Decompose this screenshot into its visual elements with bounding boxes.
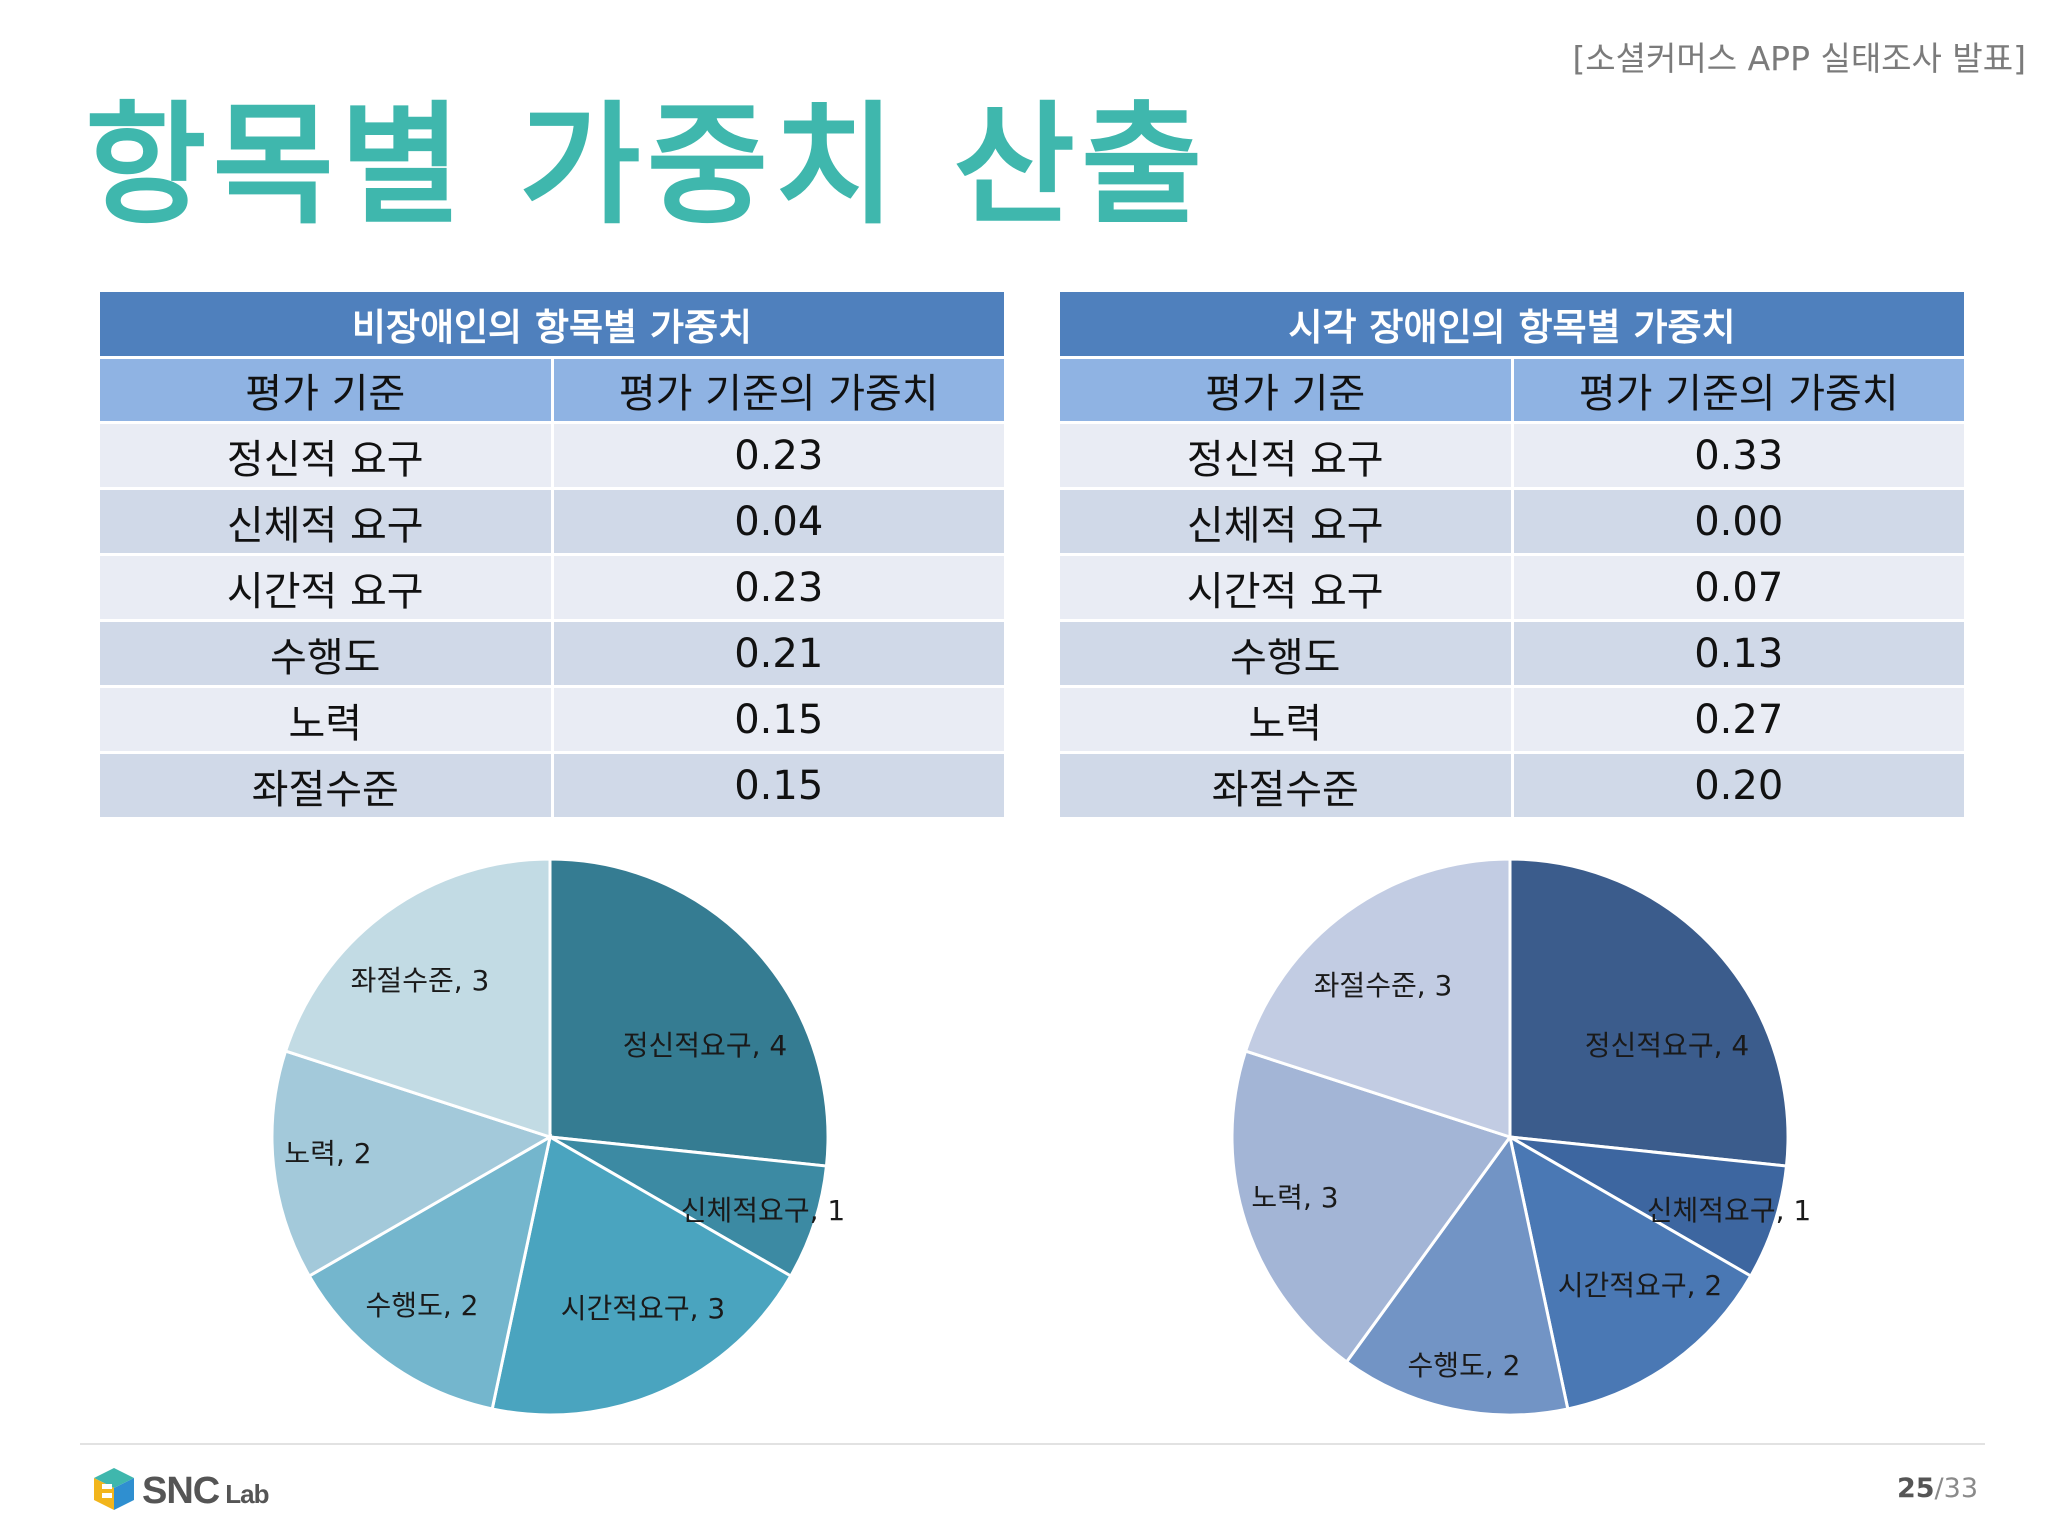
table-row: 수행도 0.21	[97, 619, 1007, 688]
criterion-cell: 시간적 요구	[97, 553, 554, 622]
table-row: 신체적 요구 0.04	[97, 487, 1007, 556]
footer-divider	[80, 1443, 1985, 1445]
pie-slice-1	[1508, 857, 1790, 1168]
table-row: 정신적 요구 0.33	[1057, 421, 1967, 490]
page-number: 25/33	[1897, 1473, 1978, 1504]
pie-data-label: 노력, 3	[1251, 1181, 1338, 1214]
column-header-criterion: 평가 기준	[97, 356, 554, 424]
weight-cell: 0.13	[1510, 619, 1967, 688]
pie-slice-5	[270, 1049, 554, 1279]
pie-data-label: 정신적요구, 4	[623, 1029, 787, 1062]
weight-cell: 0.20	[1510, 751, 1967, 820]
table-row: 정신적 요구 0.23	[97, 421, 1007, 490]
table-row: 노력 0.27	[1057, 685, 1967, 754]
pie-slice-5	[1230, 1049, 1513, 1365]
page-total: /33	[1934, 1473, 1978, 1504]
criterion-cell: 수행도	[1057, 619, 1514, 688]
pie-data-label: 노력, 2	[284, 1137, 371, 1170]
weight-cell: 0.15	[550, 685, 1007, 754]
visually-impaired-pie-chart: 정신적요구, 4 신체적요구, 1 시간적요구, 2 수행도, 2 노력, 3 좌절수준,…	[1230, 857, 1811, 1417]
column-header-criterion: 평가 기준	[1057, 356, 1514, 424]
table-row: 좌절수준 0.20	[1057, 751, 1967, 820]
logo-wordmark: SNC Lab	[142, 1470, 269, 1513]
criterion-cell: 신체적 요구	[97, 487, 554, 556]
table-caption: 비장애인의 항목별 가중치	[97, 289, 1007, 359]
table-row: 좌절수준 0.15	[97, 751, 1007, 820]
criterion-cell: 노력	[97, 685, 554, 754]
criterion-cell: 좌절수준	[1057, 751, 1514, 820]
criterion-cell: 좌절수준	[97, 751, 554, 820]
criterion-cell: 신체적 요구	[1057, 487, 1514, 556]
weight-cell: 0.00	[1510, 487, 1967, 556]
pie-data-label: 시간적요구, 3	[561, 1292, 725, 1325]
pie-slice-3	[490, 1134, 793, 1417]
table-row: 노력 0.15	[97, 685, 1007, 754]
weight-cell: 0.21	[550, 619, 1007, 688]
pie-slice-4	[307, 1134, 553, 1411]
page-current: 25	[1896, 1473, 1935, 1504]
pie-slice-3	[1507, 1134, 1753, 1411]
pie-data-label: 정신적요구, 4	[1585, 1029, 1749, 1062]
non-disabled-pie-chart: 정신적요구, 4 신체적요구, 1 시간적요구, 3 수행도, 2 노력, 2 좌절수준,…	[270, 857, 845, 1417]
pie-slice-4	[1344, 1133, 1570, 1417]
pie-data-label: 좌절수준, 3	[351, 964, 490, 997]
table-row: 수행도 0.13	[1057, 619, 1967, 688]
visually-impaired-weight-table: 시각 장애인의 항목별 가중치 평가 기준 평가 기준의 가중치 정신적 요구 0…	[1057, 289, 1967, 820]
pie-data-label: 수행도, 2	[366, 1289, 479, 1322]
non-disabled-weight-table: 비장애인의 항목별 가중치 평가 기준 평가 기준의 가중치 정신적 요구 0.2…	[97, 289, 1007, 820]
criterion-cell: 노력	[1057, 685, 1514, 754]
criterion-cell: 수행도	[97, 619, 554, 688]
weight-cell: 0.07	[1510, 553, 1967, 622]
slide-title: 항목별 가중치 산출	[85, 89, 1209, 243]
table-caption: 시각 장애인의 항목별 가중치	[1057, 289, 1967, 359]
logo-sub-text: Lab	[225, 1479, 269, 1509]
pie-data-label: 수행도, 2	[1408, 1349, 1521, 1382]
pie-data-label: 좌절수준, 3	[1314, 969, 1453, 1002]
pie-data-label: 신체적요구, 1	[681, 1194, 845, 1227]
pie-slice-1	[548, 857, 830, 1168]
criterion-cell: 정신적 요구	[1057, 421, 1514, 490]
table-row: 시간적 요구 0.07	[1057, 553, 1967, 622]
weight-cell: 0.33	[1510, 421, 1967, 490]
pie-slice-2	[1509, 1135, 1789, 1279]
pie-data-label: 시간적요구, 2	[1558, 1269, 1722, 1302]
table-row: 시간적 요구 0.23	[97, 553, 1007, 622]
pie-slice-2	[549, 1135, 829, 1279]
presentation-tag: [소셜커머스 APP 실태조사 발표]	[1572, 39, 2026, 78]
pie-slice-6	[283, 857, 552, 1140]
logo-main-text: SNC	[142, 1470, 220, 1512]
criterion-cell: 시간적 요구	[1057, 553, 1514, 622]
weight-cell: 0.27	[1510, 685, 1967, 754]
table-row: 신체적 요구 0.00	[1057, 487, 1967, 556]
pie-slice-6	[1243, 857, 1512, 1140]
criterion-cell: 정신적 요구	[97, 421, 554, 490]
pie-data-label: 신체적요구, 1	[1647, 1194, 1811, 1227]
weight-cell: 0.23	[550, 421, 1007, 490]
snc-lab-logo-icon	[94, 1468, 134, 1510]
weight-cell: 0.23	[550, 553, 1007, 622]
weight-cell: 0.15	[550, 751, 1007, 820]
column-header-weight: 평가 기준의 가중치	[1510, 356, 1967, 424]
weight-cell: 0.04	[550, 487, 1007, 556]
column-header-weight: 평가 기준의 가중치	[550, 356, 1007, 424]
